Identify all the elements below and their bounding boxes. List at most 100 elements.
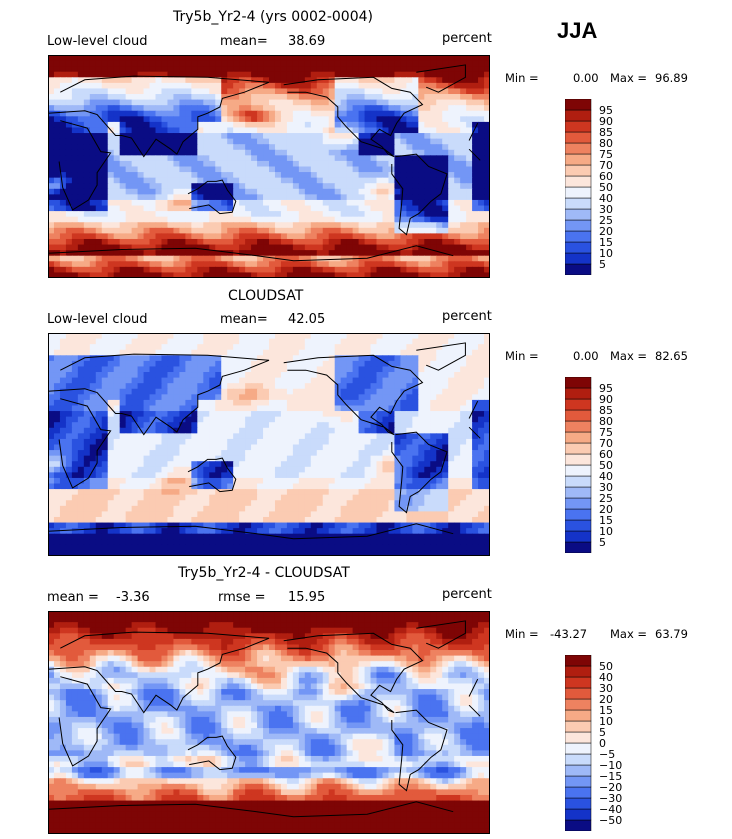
field-cell: [292, 244, 300, 251]
field-cell: [221, 227, 228, 234]
field-cell: [274, 216, 282, 223]
field-cell: [173, 222, 180, 229]
field-cell: [388, 55, 396, 62]
field-cell: [376, 255, 384, 262]
field-cell: [394, 399, 401, 407]
field-cell: [484, 333, 490, 340]
field-cell: [316, 377, 324, 384]
field-cell: [257, 450, 264, 457]
field-cell: [137, 405, 145, 412]
field-cell: [466, 233, 473, 240]
field-cell: [65, 94, 73, 101]
field-cell: [131, 416, 139, 423]
field-cell: [280, 71, 288, 78]
field-cell: [59, 388, 67, 395]
field-cell: [454, 211, 461, 218]
field-cell: [292, 250, 300, 257]
field-cell: [167, 427, 175, 434]
field-cell: [346, 138, 354, 145]
field-cell: [322, 77, 330, 84]
field-cell: [191, 55, 198, 62]
field-cell: [346, 144, 354, 151]
field-cell: [328, 166, 336, 173]
field-cell: [125, 88, 133, 95]
colorbar-swatch: [565, 99, 592, 111]
field-cell: [472, 383, 479, 390]
field-cell: [376, 205, 384, 212]
field-cell: [412, 438, 419, 446]
field-cell: [83, 99, 91, 106]
field-cell: [101, 405, 109, 412]
field-cell: [358, 105, 366, 112]
field-cell: [472, 372, 479, 379]
field-cell: [316, 199, 324, 207]
field-cell: [304, 71, 312, 78]
field-cell: [65, 266, 73, 274]
field-cell: [263, 211, 270, 218]
field-cell: [400, 177, 407, 184]
field-cell: [286, 127, 294, 134]
field-cell: [280, 372, 288, 379]
field-cell: [101, 355, 109, 362]
field-cell: [77, 333, 85, 340]
field-cell: [173, 88, 180, 95]
field-cell: [454, 227, 461, 234]
field-cell: [263, 372, 270, 379]
field-cell: [352, 461, 360, 468]
field-cell: [454, 472, 461, 479]
field-cell: [376, 172, 384, 179]
field-cell: [53, 55, 61, 62]
field-cell: [412, 238, 419, 246]
field-cell: [263, 377, 270, 384]
field-cell: [125, 250, 133, 257]
field-cell: [173, 360, 180, 368]
field-cell: [466, 238, 473, 246]
field-cell: [137, 82, 145, 90]
field-cell: [280, 138, 288, 145]
field-cell: [119, 438, 127, 446]
field-cell: [53, 427, 61, 434]
field-cell: [245, 383, 252, 390]
field-cell: [376, 127, 384, 134]
field-cell: [125, 121, 133, 129]
field-cell: [53, 71, 61, 78]
field-cell: [239, 333, 246, 340]
field-cell: [430, 433, 437, 440]
field-cell: [107, 394, 115, 401]
field-cell: [113, 355, 121, 362]
field-cell: [161, 99, 169, 106]
field-cell: [71, 477, 79, 485]
field-cell: [173, 344, 180, 351]
field-cell: [484, 427, 490, 434]
field-cell: [322, 338, 330, 345]
field-cell: [454, 266, 461, 274]
field-cell: [328, 82, 336, 90]
field-cell: [179, 188, 186, 195]
field-cell: [209, 60, 216, 67]
field-cell: [143, 105, 151, 112]
field-cell: [125, 383, 133, 390]
field-cell: [478, 394, 485, 401]
coastline: [283, 76, 424, 158]
field-cell: [125, 333, 133, 340]
field-cell: [376, 177, 384, 184]
field-cell: [131, 227, 139, 234]
field-cell: [65, 416, 73, 423]
field-cell: [89, 105, 97, 112]
field-cell: [203, 383, 210, 390]
field-cell: [137, 155, 145, 162]
field-cell: [203, 366, 210, 373]
field-cell: [48, 172, 55, 179]
field-cell: [263, 444, 270, 451]
field-cell: [227, 55, 234, 62]
field-cell: [358, 149, 366, 156]
field-cell: [221, 422, 228, 429]
field-cell: [304, 377, 312, 384]
field-cell: [119, 227, 127, 234]
field-cell: [269, 194, 276, 201]
field-cell: [173, 77, 180, 84]
field-cell: [370, 172, 378, 179]
field-cell: [131, 333, 139, 340]
field-cell: [346, 261, 354, 268]
field-cell: [340, 138, 348, 145]
